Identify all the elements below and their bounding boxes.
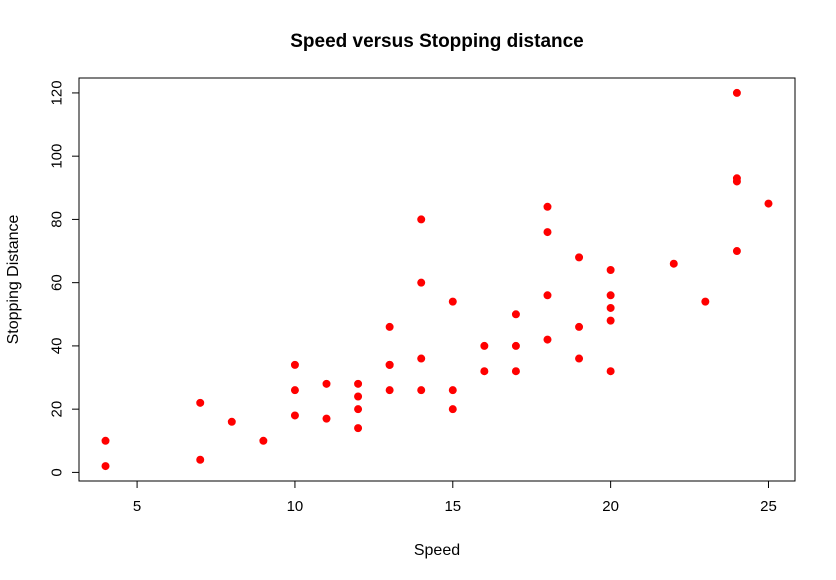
x-tick-label: 15 bbox=[444, 498, 461, 515]
chart-title: Speed versus Stopping distance bbox=[290, 31, 584, 52]
data-point bbox=[354, 424, 363, 433]
data-point bbox=[290, 386, 299, 395]
y-tick-label: 100 bbox=[49, 144, 66, 169]
x-axis-label: Speed bbox=[414, 542, 460, 559]
data-point bbox=[732, 88, 741, 97]
data-point bbox=[606, 367, 615, 376]
data-points bbox=[101, 88, 773, 471]
data-point bbox=[606, 291, 615, 300]
data-point bbox=[354, 379, 363, 388]
data-point bbox=[732, 247, 741, 256]
y-tick-label: 80 bbox=[49, 211, 66, 228]
data-point bbox=[511, 310, 520, 319]
data-point bbox=[543, 335, 552, 344]
data-point bbox=[606, 266, 615, 275]
data-point bbox=[417, 354, 426, 363]
data-point bbox=[543, 291, 552, 300]
y-tick-label: 20 bbox=[49, 401, 66, 418]
data-point bbox=[575, 354, 584, 363]
data-point bbox=[701, 297, 710, 306]
data-point bbox=[511, 341, 520, 350]
data-point bbox=[227, 417, 236, 426]
data-point bbox=[259, 436, 268, 445]
data-point bbox=[575, 253, 584, 262]
data-point bbox=[480, 341, 489, 350]
y-tick-label: 60 bbox=[49, 274, 66, 291]
data-point bbox=[448, 297, 457, 306]
y-axis: 0 20 40 60 80 100 120 bbox=[49, 80, 80, 477]
y-tick-label: 120 bbox=[49, 80, 66, 105]
x-tick-label: 20 bbox=[602, 498, 619, 515]
data-point bbox=[385, 360, 394, 369]
data-point bbox=[575, 322, 584, 331]
data-point bbox=[385, 386, 394, 395]
y-axis-label: Stopping Distance bbox=[5, 214, 22, 344]
data-point bbox=[354, 405, 363, 414]
data-point bbox=[385, 322, 394, 331]
data-point bbox=[290, 360, 299, 369]
data-point bbox=[448, 405, 457, 414]
data-point bbox=[732, 174, 741, 183]
x-axis: 5 10 15 20 25 bbox=[133, 480, 777, 515]
data-point bbox=[322, 414, 331, 423]
data-point bbox=[543, 202, 552, 211]
data-point bbox=[606, 303, 615, 312]
data-point bbox=[417, 215, 426, 224]
data-point bbox=[290, 411, 299, 420]
data-point bbox=[196, 398, 205, 407]
data-point bbox=[764, 199, 773, 208]
data-point bbox=[480, 367, 489, 376]
data-point bbox=[196, 455, 205, 464]
data-point bbox=[606, 316, 615, 325]
data-point bbox=[417, 278, 426, 287]
data-point bbox=[511, 367, 520, 376]
y-tick-label: 0 bbox=[49, 468, 66, 476]
x-tick-label: 25 bbox=[760, 498, 777, 515]
data-point bbox=[354, 392, 363, 401]
x-tick-label: 5 bbox=[133, 498, 141, 515]
y-tick-label: 40 bbox=[49, 338, 66, 355]
data-point bbox=[448, 386, 457, 395]
data-point bbox=[322, 379, 331, 388]
data-point bbox=[417, 386, 426, 395]
x-tick-label: 10 bbox=[287, 498, 304, 515]
data-point bbox=[543, 228, 552, 237]
plot-frame bbox=[78, 77, 796, 482]
data-point bbox=[101, 462, 110, 471]
data-point bbox=[101, 436, 110, 445]
data-point bbox=[669, 259, 678, 268]
